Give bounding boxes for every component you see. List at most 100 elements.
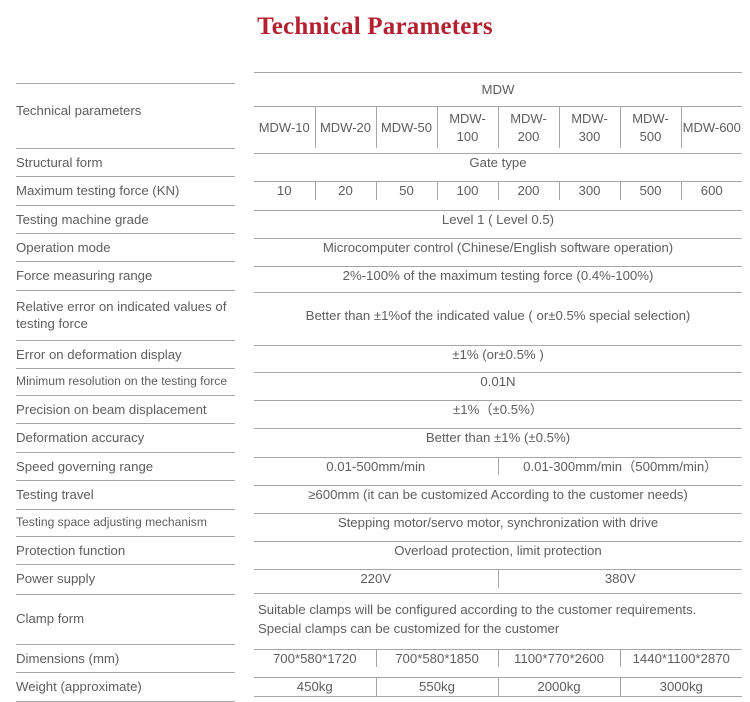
row-value-grid: Suitable clamps will be configured accor…	[254, 592, 742, 644]
row-value-grid: ≥600mm (it can be customized According t…	[254, 485, 742, 504]
row-value-grid: ±1%（±0.5%）	[254, 400, 742, 419]
spec-table-container: Technical parameters MDW	[16, 71, 742, 702]
row-label-cell: Weight (approximate)	[16, 672, 245, 702]
value-cell: 500	[619, 181, 681, 200]
row-label: Maximum testing force (KN)	[16, 176, 235, 204]
value-cell: 550kg	[375, 677, 498, 697]
value-cell: 700*580*1720	[254, 648, 376, 668]
row-value-grid: Level 1 ( Level 0.5)	[254, 209, 742, 228]
value-cell: 100	[436, 181, 498, 200]
row-value-cell: Overload protection, limit protection	[254, 536, 742, 564]
table-header-row: Technical parameters MDW	[16, 71, 742, 148]
value-cell: 0.01N	[254, 372, 742, 391]
row-label: Minimum resolution on the testing force	[16, 368, 235, 395]
table-row: Testing machine grade Level 1 ( Level 0.…	[16, 204, 742, 233]
row-value-cell: 0.01-500mm/min 0.01-300mm/min（500mm/min）	[254, 452, 742, 480]
column-gap	[245, 233, 254, 261]
value-cell: ±1%（±0.5%）	[254, 400, 742, 419]
row-value-cell: 220V 380V	[254, 564, 742, 592]
model-cell: MDW-50	[375, 106, 437, 148]
table-row: Precision on beam displacement ±1%（±0.5%…	[16, 395, 742, 423]
row-value-grid: 10 20 50 100 200 300 500 600	[254, 181, 742, 200]
value-cell: Better than ±1%of the indicated value ( …	[254, 291, 742, 338]
row-value-cell: ±1%（±0.5%）	[254, 395, 742, 423]
row-value-grid: Microcomputer control (Chinese/English s…	[254, 238, 742, 257]
value-cell: Better than ±1% (±0.5%)	[254, 428, 742, 447]
table-row: Relative error on indicated values of te…	[16, 289, 742, 340]
row-value-grid: ±1% (or±0.5% )	[254, 344, 742, 364]
page-title: Technical Parameters	[257, 13, 493, 40]
column-gap	[245, 340, 254, 368]
row-value-cell: ±1% (or±0.5% )	[254, 340, 742, 368]
value-cell: Gate type	[254, 152, 742, 172]
series-name-cell: MDW	[254, 71, 742, 107]
value-cell: 2%-100% of the maximum testing force (0.…	[254, 266, 742, 285]
row-label: Testing space adjusting mechanism	[16, 508, 235, 536]
column-gap	[245, 205, 254, 233]
table-row: Structural form Gate type	[16, 147, 742, 176]
row-label: Operation mode	[16, 233, 235, 261]
value-cell: 700*580*1850	[375, 648, 498, 668]
row-label: Clamp form	[16, 593, 235, 642]
row-label: Protection function	[16, 535, 235, 564]
table-row: Operation mode Microcomputer control (Ch…	[16, 233, 742, 261]
table-row: Protection function Overload protection,…	[16, 535, 742, 564]
table-row: Dimensions (mm) 700*580*1720 700*580*185…	[16, 643, 742, 672]
model-cell: MDW-200	[497, 106, 559, 148]
row-label-cell: Power supply	[16, 564, 245, 592]
row-label-cell: Testing machine grade	[16, 204, 245, 233]
value-cell: 50	[375, 181, 437, 200]
table-row: Force measuring range 2%-100% of the max…	[16, 261, 742, 289]
row-value-grid: Stepping motor/servo motor, synchronizat…	[254, 513, 742, 532]
value-cell: 2000kg	[497, 677, 620, 697]
column-gap	[245, 672, 254, 701]
row-value-cell: ≥600mm (it can be customized According t…	[254, 480, 742, 508]
row-value-cell: Better than ±1%of the indicated value ( …	[254, 290, 742, 340]
model-cell: MDW-100	[436, 106, 498, 148]
value-cell: Stepping motor/servo motor, synchronizat…	[254, 513, 742, 532]
row-label-cell: Structural form	[16, 147, 245, 176]
row-label: Dimensions (mm)	[16, 643, 235, 672]
model-cell: MDW-20	[314, 106, 376, 148]
table-row: Deformation accuracy Better than ±1% (±0…	[16, 423, 742, 451]
row-label: Weight (approximate)	[16, 672, 235, 702]
row-value-grid: 220V 380V	[254, 569, 742, 588]
row-label-cell: Speed governing range	[16, 451, 245, 480]
value-cell: 20	[314, 181, 376, 200]
row-value-cell: Better than ±1% (±0.5%)	[254, 423, 742, 451]
value-cell: 200	[497, 181, 559, 200]
row-label-cell: Testing space adjusting mechanism	[16, 508, 245, 536]
row-label: Testing travel	[16, 480, 235, 508]
value-cell: 600	[680, 181, 742, 200]
row-label: Force measuring range	[16, 261, 235, 289]
model-cell: MDW-10	[254, 106, 315, 148]
row-label-cell: Operation mode	[16, 233, 245, 261]
value-cell: 0.01-500mm/min	[254, 456, 498, 476]
model-header-cell: MDW MDW-10 MDW-20 MDW-50 MDW-100 MDW-200…	[254, 71, 742, 148]
column-gap	[245, 452, 254, 480]
row-label-cell: Protection function	[16, 535, 245, 564]
row-label-cell: Dimensions (mm)	[16, 643, 245, 672]
row-value-cell: 700*580*1720 700*580*1850 1100*770*2600 …	[254, 644, 742, 672]
value-cell: 0.01-300mm/min（500mm/min）	[497, 456, 742, 476]
row-label-cell: Maximum testing force (KN)	[16, 176, 245, 204]
column-gap	[245, 536, 254, 564]
row-value-grid: Overload protection, limit protection	[254, 540, 742, 560]
model-names-row: MDW-10 MDW-20 MDW-50 MDW-100 MDW-200 MDW…	[254, 106, 742, 148]
model-header-grid: MDW MDW-10 MDW-20 MDW-50 MDW-100 MDW-200…	[254, 71, 742, 148]
value-cell: 1100*770*2600	[497, 648, 620, 668]
column-gap	[245, 593, 254, 644]
row-value-grid: Gate type	[254, 152, 742, 172]
table-row: Testing travel ≥600mm (it can be customi…	[16, 480, 742, 508]
row-value-cell: Stepping motor/servo motor, synchronizat…	[254, 509, 742, 536]
column-gap	[245, 72, 254, 148]
row-label: Speed governing range	[16, 451, 235, 480]
value-cell: 300	[558, 181, 620, 200]
spec-table: Technical parameters MDW	[16, 71, 742, 702]
value-cell: 220V	[254, 569, 498, 588]
model-cell: MDW-500	[619, 106, 681, 148]
value-cell: ≥600mm (it can be customized According t…	[254, 485, 742, 504]
value-cell: 380V	[497, 569, 742, 588]
row-value-cell: Microcomputer control (Chinese/English s…	[254, 233, 742, 261]
